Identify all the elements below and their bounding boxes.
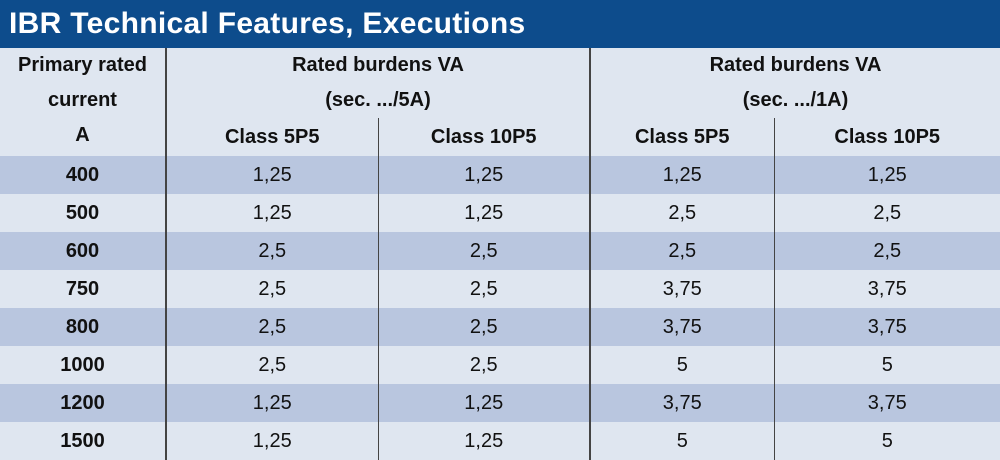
- table-row: 1500 1,25 1,25 5 5: [0, 422, 1000, 460]
- table-row: 500 1,25 1,25 2,5 2,5: [0, 194, 1000, 232]
- burden-cell: 2,5: [378, 346, 591, 384]
- burden-cell: 1,25: [378, 384, 591, 422]
- group-header-5a: Rated burdens VA (sec. .../5A): [166, 48, 591, 118]
- group-1a-line1: Rated burdens VA: [709, 54, 882, 76]
- table-row: 800 2,5 2,5 3,75 3,75: [0, 308, 1000, 346]
- primary-header-line3: A: [75, 124, 90, 146]
- class-header-1a-10p5: Class 10P5: [774, 118, 1000, 156]
- class-header-5a-5p5: Class 5P5: [166, 118, 379, 156]
- current-cell: 750: [0, 270, 167, 308]
- burden-cell: 3,75: [774, 384, 1000, 422]
- burden-cell: 1,25: [166, 422, 379, 460]
- table-row: 600 2,5 2,5 2,5 2,5: [0, 232, 1000, 270]
- group-header-1a: Rated burdens VA (sec. .../1A): [590, 48, 1000, 118]
- burden-cell: 2,5: [590, 232, 775, 270]
- class-header-5a-10p5: Class 10P5: [378, 118, 591, 156]
- group-1a-line2: (sec. .../1A): [742, 89, 849, 111]
- table-row: 1000 2,5 2,5 5 5: [0, 346, 1000, 384]
- current-cell: 600: [0, 232, 167, 270]
- burden-cell: 3,75: [590, 308, 775, 346]
- burden-cell: 3,75: [774, 270, 1000, 308]
- burden-cell: 3,75: [590, 270, 775, 308]
- burden-cell: 1,25: [378, 156, 591, 194]
- group-5a-line1: Rated burdens VA: [292, 54, 464, 76]
- table-header: Primary rated current A Rated burdens VA…: [0, 48, 1000, 156]
- burden-cell: 1,25: [166, 384, 379, 422]
- burden-cell: 3,75: [774, 308, 1000, 346]
- burden-cell: 5: [774, 422, 1000, 460]
- burden-cell: 2,5: [774, 194, 1000, 232]
- burden-cell: 1,25: [590, 156, 775, 194]
- current-cell: 400: [0, 156, 167, 194]
- burden-cell: 5: [590, 422, 775, 460]
- burden-cell: 1,25: [774, 156, 1000, 194]
- burden-cell: 2,5: [166, 346, 379, 384]
- primary-header-line2: current: [48, 89, 117, 111]
- current-cell: 1000: [0, 346, 167, 384]
- class-header-1a-5p5: Class 5P5: [590, 118, 775, 156]
- burden-cell: 2,5: [774, 232, 1000, 270]
- current-cell: 1500: [0, 422, 167, 460]
- burden-cell: 5: [774, 346, 1000, 384]
- burden-cell: 2,5: [378, 232, 591, 270]
- current-cell: 500: [0, 194, 167, 232]
- primary-header-line1: Primary rated: [18, 54, 147, 76]
- burdens-table: Primary rated current A Rated burdens VA…: [0, 48, 1000, 460]
- burden-cell: 1,25: [378, 194, 591, 232]
- burden-cell: 2,5: [166, 270, 379, 308]
- burden-cell: 2,5: [166, 308, 379, 346]
- burden-cell: 1,25: [166, 194, 379, 232]
- table-row: 750 2,5 2,5 3,75 3,75: [0, 270, 1000, 308]
- table-body: 400 1,25 1,25 1,25 1,25 500 1,25 1,25 2,…: [0, 156, 1000, 460]
- burden-cell: 1,25: [166, 156, 379, 194]
- burden-cell: 2,5: [378, 270, 591, 308]
- current-cell: 800: [0, 308, 167, 346]
- table-row: 400 1,25 1,25 1,25 1,25: [0, 156, 1000, 194]
- primary-current-header: Primary rated current A: [0, 48, 167, 156]
- burden-cell: 5: [590, 346, 775, 384]
- burden-cell: 2,5: [590, 194, 775, 232]
- burden-cell: 2,5: [378, 308, 591, 346]
- page-title: IBR Technical Features, Executions: [0, 0, 1000, 48]
- burden-cell: 3,75: [590, 384, 775, 422]
- burden-cell: 2,5: [166, 232, 379, 270]
- group-5a-line2: (sec. .../5A): [325, 89, 431, 111]
- current-cell: 1200: [0, 384, 167, 422]
- table-row: 1200 1,25 1,25 3,75 3,75: [0, 384, 1000, 422]
- burden-cell: 1,25: [378, 422, 591, 460]
